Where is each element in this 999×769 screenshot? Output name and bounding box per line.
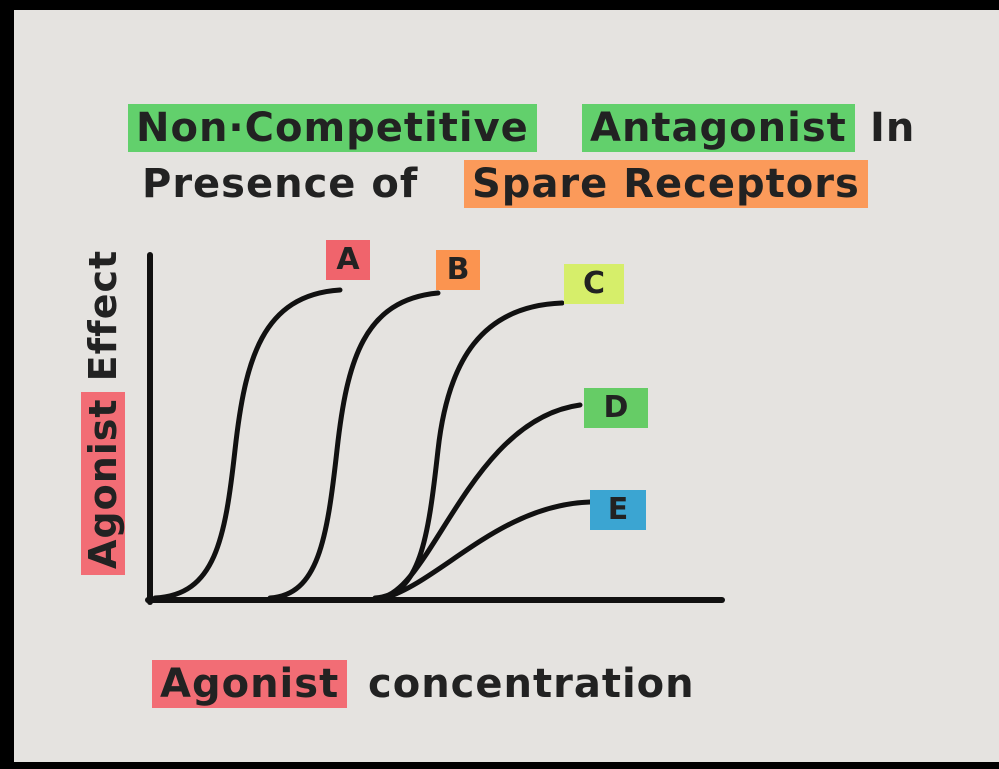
- curve-label: E: [590, 490, 646, 530]
- curve-label: A: [326, 240, 370, 280]
- curve-a: [155, 290, 340, 598]
- x-label-word: Agonist: [152, 660, 347, 708]
- title-word: Spare Receptors: [464, 160, 868, 208]
- curve-d: [380, 405, 580, 598]
- curve-label: D: [584, 388, 648, 428]
- title-word: Antagonist: [582, 104, 855, 152]
- curve-label: C: [564, 264, 624, 304]
- y-axis-label: Agonist Effect: [80, 244, 126, 575]
- title-word: In: [862, 104, 923, 152]
- x-label-word: concentration: [360, 660, 703, 708]
- title-word: Non·Competitive: [128, 104, 537, 152]
- y-label-word: Agonist: [81, 392, 125, 575]
- page: Non·Competitive Antagonist In Presence o…: [0, 0, 999, 769]
- curve-b: [270, 293, 438, 598]
- curve-c: [375, 303, 562, 598]
- curve-e: [385, 502, 590, 598]
- y-label-word: Effect: [81, 244, 125, 388]
- curve-label: B: [436, 250, 480, 290]
- title-word: Presence of: [134, 160, 426, 208]
